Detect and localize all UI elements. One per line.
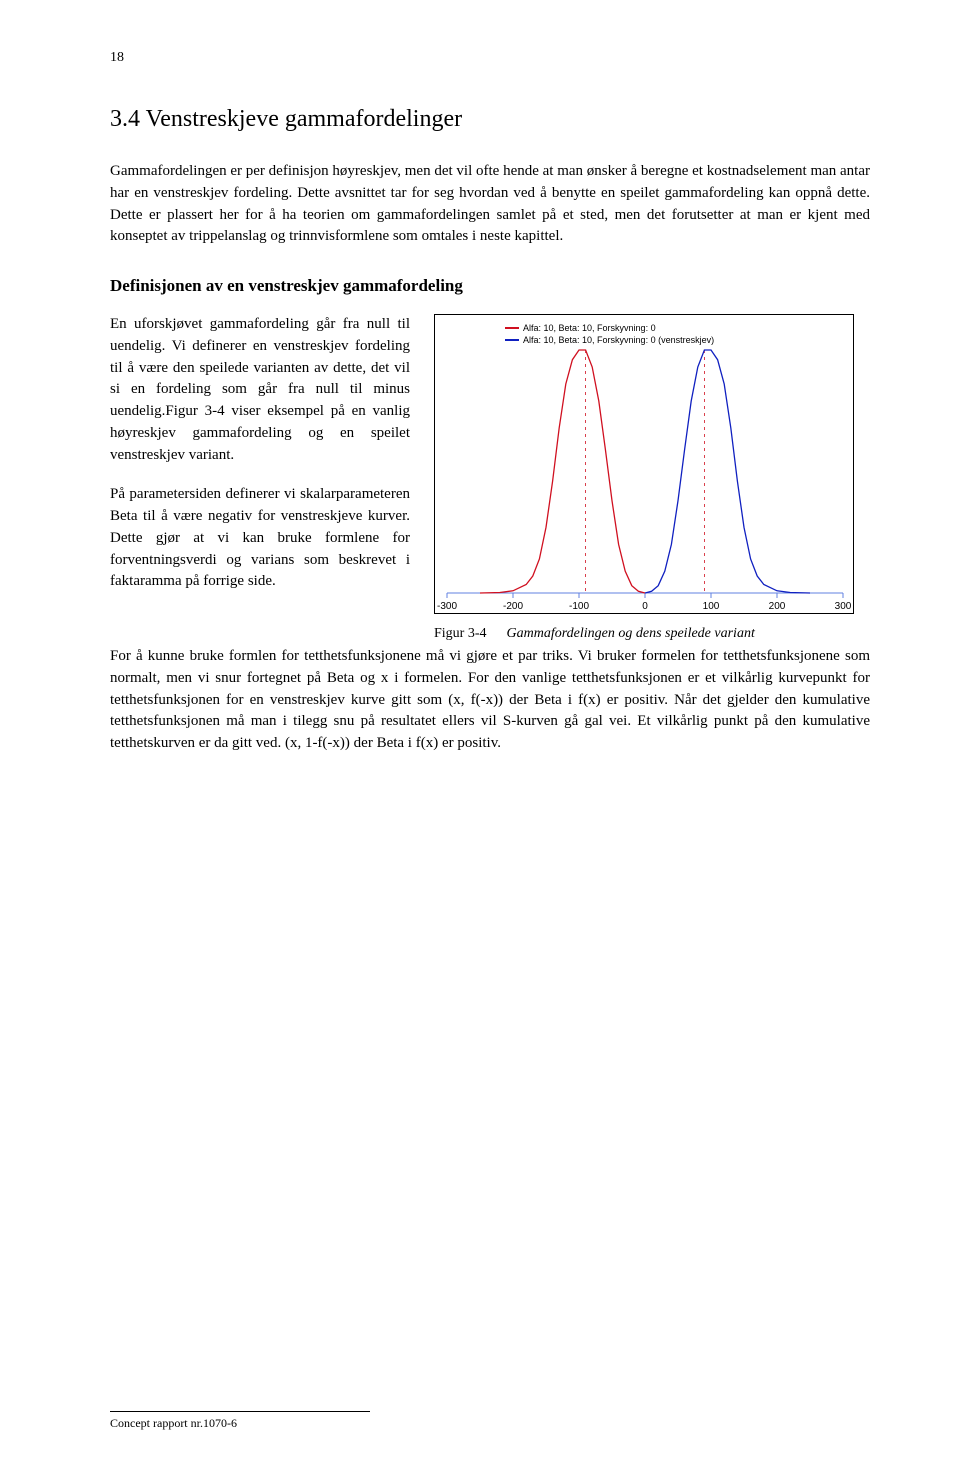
svg-text:-200: -200 — [503, 601, 523, 612]
gamma-chart: Alfa: 10, Beta: 10, Forskyvning: 0 Alfa: … — [434, 314, 854, 614]
left-paragraph-2: På parametersiden definerer vi skalarpar… — [110, 484, 410, 593]
svg-text:-300: -300 — [437, 601, 457, 612]
page-number: 18 — [110, 50, 870, 66]
legend-item: Alfa: 10, Beta: 10, Forskyvning: 0 (vens… — [505, 335, 714, 345]
page: 18 3.4 Venstreskjeve gammafordelinger Ga… — [0, 0, 960, 1471]
chart-legend: Alfa: 10, Beta: 10, Forskyvning: 0 Alfa: … — [505, 323, 714, 347]
subheading: Definisjonen av en venstreskjev gammafor… — [110, 276, 870, 296]
svg-text:0: 0 — [642, 601, 648, 612]
figure-label: Figur 3-4 — [434, 626, 487, 642]
legend-text: Alfa: 10, Beta: 10, Forskyvning: 0 (vens… — [523, 335, 714, 345]
svg-text:300: 300 — [835, 601, 852, 612]
section-title: 3.4 Venstreskjeve gammafordelinger — [110, 106, 870, 133]
page-footer: Concept rapport nr.1070-6 — [110, 1411, 370, 1431]
footer-rule — [110, 1411, 370, 1412]
figure-caption-text: Gammafordelingen og dens speilede varian… — [507, 626, 871, 642]
chart-svg: -300 -200 -100 0 100 200 300 — [435, 315, 853, 613]
svg-text:200: 200 — [769, 601, 786, 612]
intro-paragraph: Gammafordelingen er per definisjon høyre… — [110, 161, 870, 248]
legend-swatch — [505, 327, 519, 329]
figure-caption: Figur 3-4 Gammafordelingen og dens speil… — [434, 626, 870, 642]
footer-text: Concept rapport nr.1070-6 — [110, 1416, 237, 1430]
right-column: Alfa: 10, Beta: 10, Forskyvning: 0 Alfa: … — [434, 314, 870, 642]
left-column: En uforskjøvet gammafordeling går fra nu… — [110, 314, 410, 611]
svg-text:100: 100 — [703, 601, 720, 612]
two-column-layout: En uforskjøvet gammafordeling går fra nu… — [110, 314, 870, 642]
legend-item: Alfa: 10, Beta: 10, Forskyvning: 0 — [505, 323, 714, 333]
svg-text:-100: -100 — [569, 601, 589, 612]
continuation-paragraph: For å kunne bruke formlen for tetthetsfu… — [110, 646, 870, 755]
legend-swatch — [505, 339, 519, 341]
legend-text: Alfa: 10, Beta: 10, Forskyvning: 0 — [523, 323, 656, 333]
left-paragraph-1: En uforskjøvet gammafordeling går fra nu… — [110, 314, 410, 466]
